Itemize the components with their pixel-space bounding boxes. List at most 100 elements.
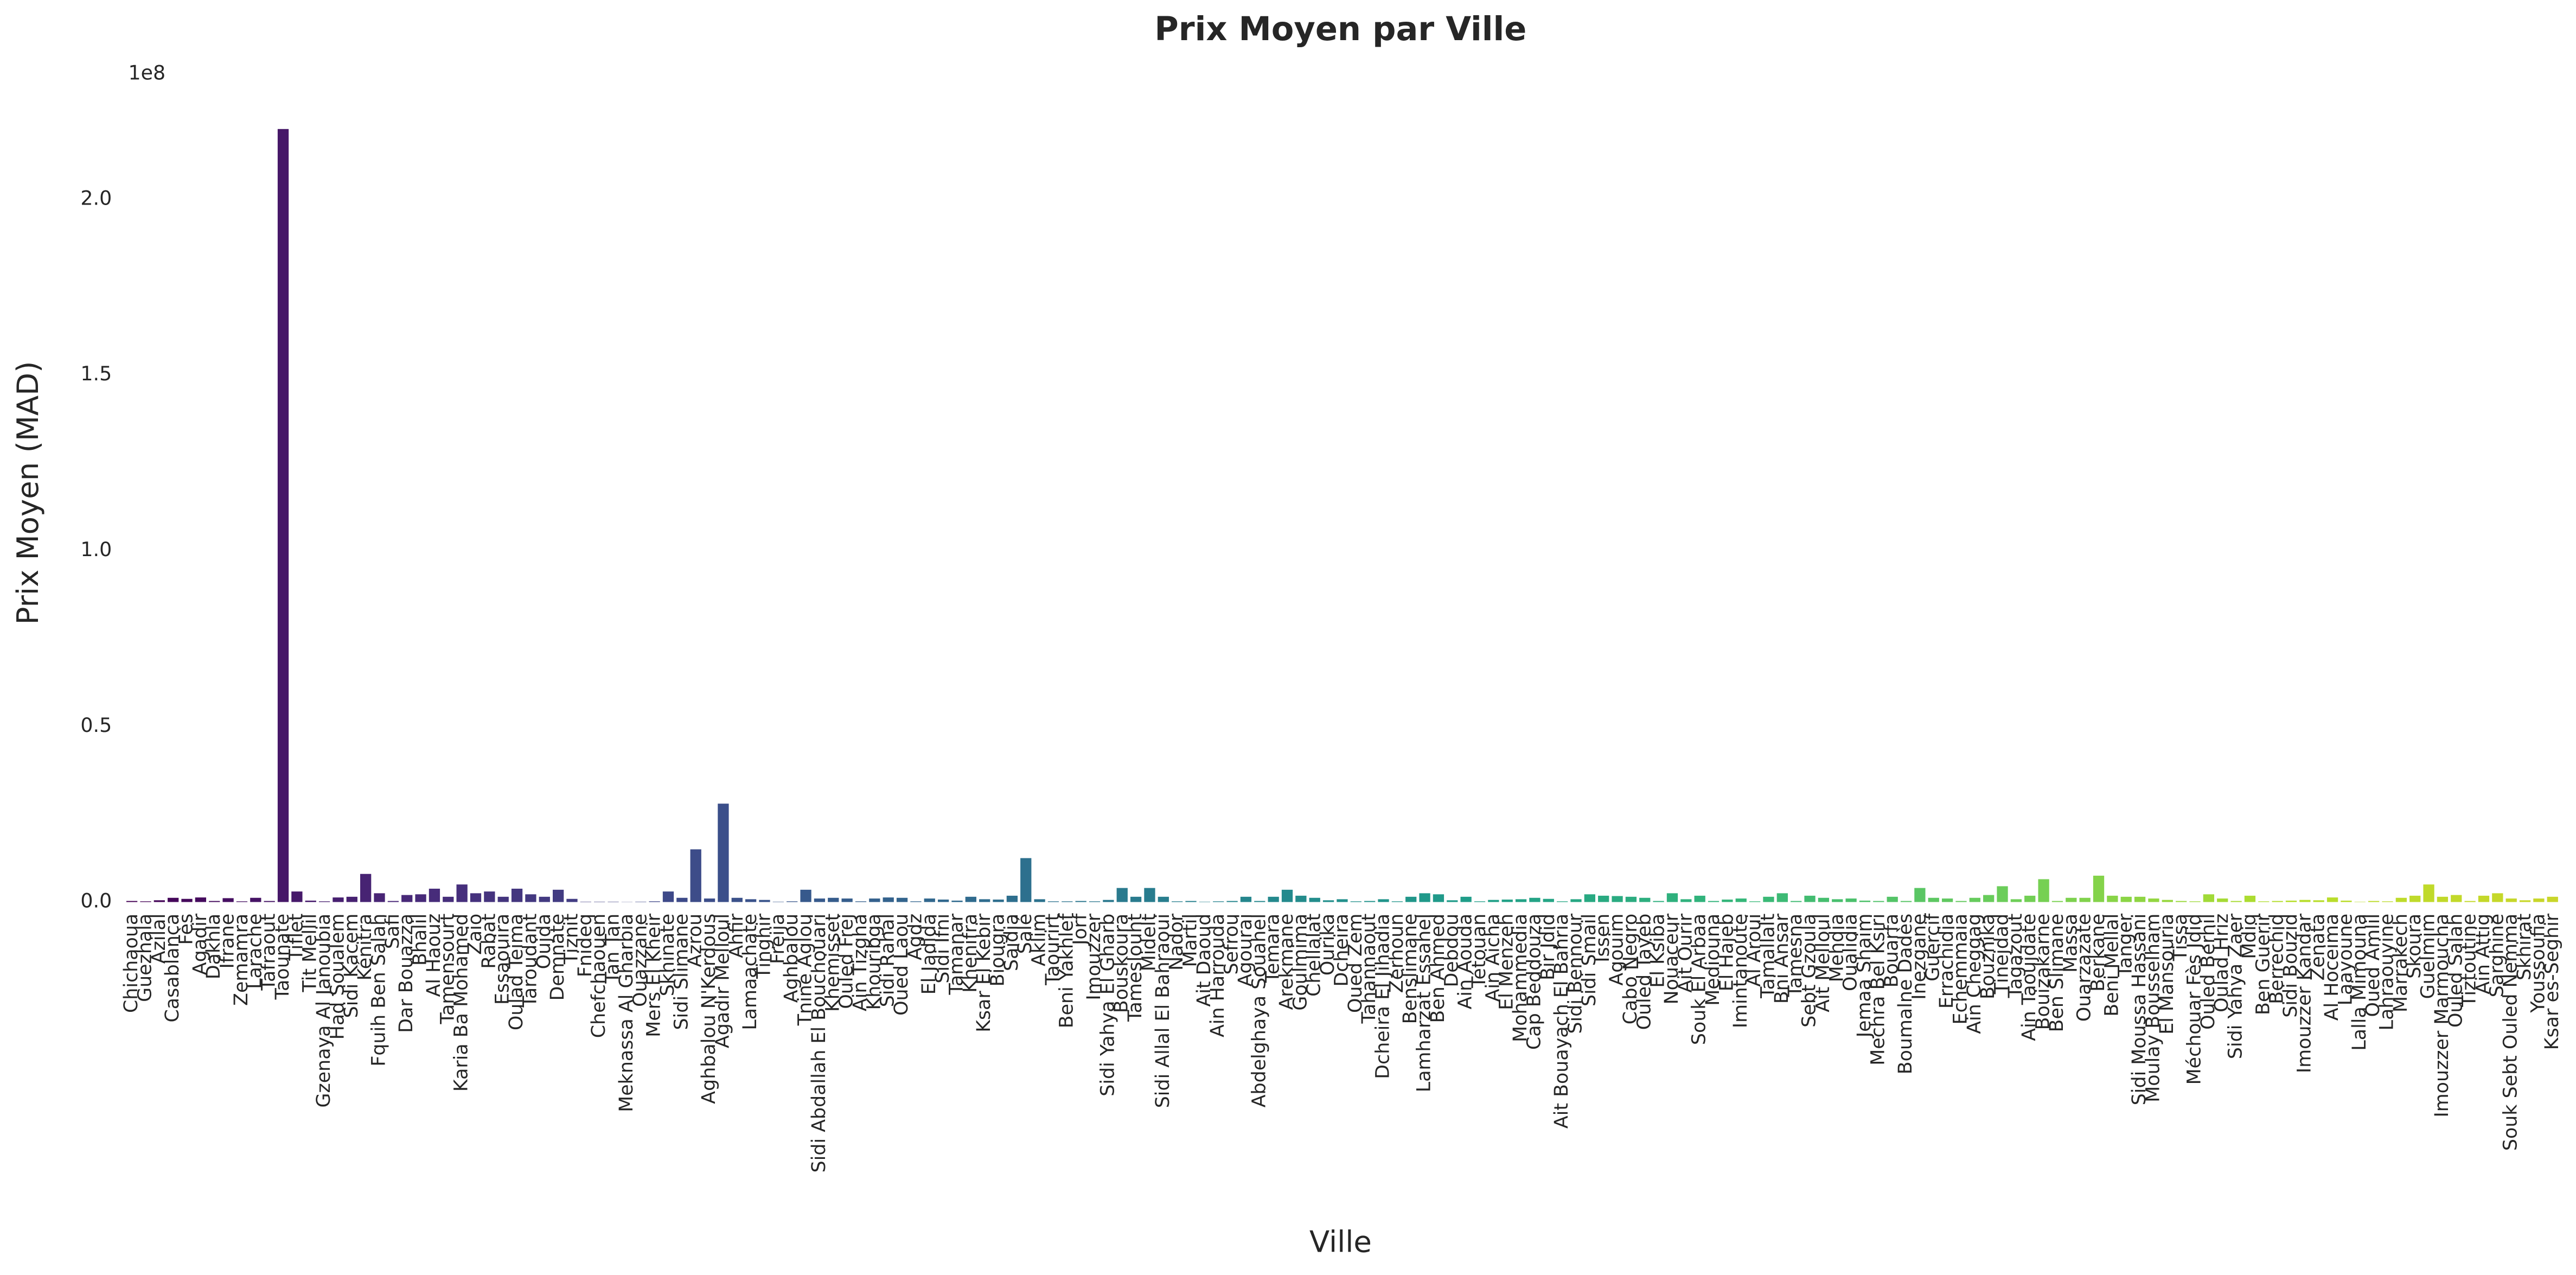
bar	[1515, 899, 1527, 902]
bar	[566, 898, 578, 902]
bar	[2148, 898, 2159, 902]
bar	[443, 896, 454, 902]
bar	[2162, 900, 2173, 902]
x-tick-label: Sefrou	[1221, 914, 1243, 975]
x-tick-label: Laayoune	[2335, 914, 2356, 1006]
bar	[1928, 897, 1939, 902]
x-tick-label: Dcheira El Jihadia	[1372, 914, 1394, 1079]
x-tick-label: Nador	[1166, 913, 1187, 971]
x-tick-label: Tagazout	[2005, 914, 2027, 999]
x-tick-label: Ain Taoujdate	[2018, 914, 2040, 1041]
bar	[1955, 901, 1967, 902]
bar	[896, 897, 908, 902]
bar	[1130, 896, 1142, 902]
x-tick-label: Bir Jdid	[1537, 914, 1559, 980]
x-tick-label: Skhinate	[657, 914, 679, 996]
x-tick-label: Mers El Kheir	[643, 913, 665, 1037]
x-tick-label: Al Aroui	[1743, 914, 1765, 987]
x-axis-label: Ville	[1309, 1225, 1372, 1259]
x-tick-label: Guelmim	[2418, 914, 2439, 999]
x-tick-label: Khouribga	[863, 914, 885, 1010]
y-tick-label: 2.0	[80, 186, 112, 209]
x-tick-label: Essaouira	[492, 914, 514, 1005]
x-tick-label: Aghbalou	[781, 914, 802, 1003]
x-tick-label: Salé	[1014, 914, 1036, 954]
bar	[346, 896, 357, 902]
x-tick-label: Chellalat	[1303, 914, 1325, 997]
bar	[1859, 900, 1871, 902]
bar	[2217, 898, 2228, 902]
bar	[979, 899, 990, 902]
x-tick-label: Bouznika	[1977, 914, 1999, 999]
x-tick-label: Ain Aicha	[1482, 914, 1504, 1002]
x-tick-label: Souk Sebt Ouled Nemma	[2500, 914, 2522, 1151]
bar	[800, 889, 811, 902]
bar	[1295, 895, 1307, 902]
bar	[718, 804, 729, 902]
x-tick-label: Arekmane	[1276, 914, 1297, 1010]
bar	[1804, 895, 1816, 902]
bar	[2203, 894, 2215, 902]
bar	[2230, 901, 2242, 902]
x-tick-label: Oued Laou	[891, 914, 912, 1016]
bar	[1460, 896, 1472, 902]
x-tick-label: Méchouar Fès Jdid	[2184, 914, 2206, 1085]
x-tick-label: Ain Cheggag	[1964, 914, 1985, 1034]
x-tick-label: Ain Attig	[2472, 914, 2494, 994]
bar	[318, 901, 330, 902]
bar	[2066, 897, 2077, 902]
bar	[1488, 900, 1499, 902]
x-tick-label: Sidi Ifni	[932, 914, 954, 984]
x-tick-label: Ifrane	[217, 914, 239, 969]
bar	[1832, 899, 1843, 902]
x-tick-label: Sidi Rahal	[877, 914, 899, 1007]
bar	[704, 898, 715, 902]
bar	[236, 901, 248, 902]
x-tick-label: Mohammedia	[1510, 914, 1531, 1042]
bar	[1309, 897, 1320, 902]
x-tick-label: Aghbalou N'Kerdous	[698, 914, 720, 1104]
x-tick-label: Al Haouz	[423, 914, 445, 997]
bar	[209, 901, 220, 902]
x-tick-label: Midelt	[1138, 914, 1160, 972]
bar	[2107, 895, 2118, 902]
x-tick-label: Casablanca	[162, 914, 183, 1023]
bar	[429, 888, 440, 902]
x-tick-label: Tamesna	[1785, 914, 1806, 998]
x-tick-label: Zaio	[464, 914, 486, 955]
bar	[1433, 894, 1444, 902]
bar	[2038, 879, 2049, 902]
bar	[2478, 895, 2490, 902]
x-tick-label: Ouled Tayeb	[1633, 914, 1655, 1030]
bar	[855, 901, 867, 902]
x-tick-label: Ouled Salah	[2445, 914, 2466, 1028]
x-tick-label: Ksar es-Seghir	[2541, 913, 2563, 1050]
y-tick-label: 1.0	[80, 538, 112, 561]
bar	[195, 897, 207, 902]
x-tick-label: Sidi Abdallah El Bouchouari	[808, 914, 830, 1173]
x-tick-label: Issen	[1592, 914, 1614, 962]
bar	[456, 884, 468, 902]
bar	[1818, 897, 1830, 902]
bar	[2533, 898, 2545, 902]
bar	[553, 889, 564, 902]
bar	[277, 129, 289, 902]
x-tick-label: Bouarfa	[1881, 914, 1903, 987]
bar	[1378, 899, 1389, 902]
x-tick-label: Fquih Ben Salah	[368, 914, 390, 1067]
bar	[1337, 899, 1348, 902]
bar	[2120, 896, 2132, 902]
x-tick-label: Sidi Allal El Bahraoui	[1152, 914, 1174, 1108]
bar	[539, 896, 550, 902]
x-tick-label: Boumalne Dadès	[1895, 914, 1916, 1075]
bar	[1103, 900, 1114, 902]
bar	[828, 897, 839, 902]
x-tick-label: Tinghir	[753, 913, 775, 979]
x-tick-label: Tamallalt	[1757, 914, 1779, 999]
bar	[2505, 898, 2517, 902]
x-tick-label: Sidi Slimane	[670, 914, 692, 1030]
x-tick-label: Bhalil	[410, 914, 431, 966]
x-tick-label: Biougra	[987, 914, 1009, 987]
bar	[1006, 895, 1018, 902]
chart-title: Prix Moyen par Ville	[1154, 10, 1526, 48]
